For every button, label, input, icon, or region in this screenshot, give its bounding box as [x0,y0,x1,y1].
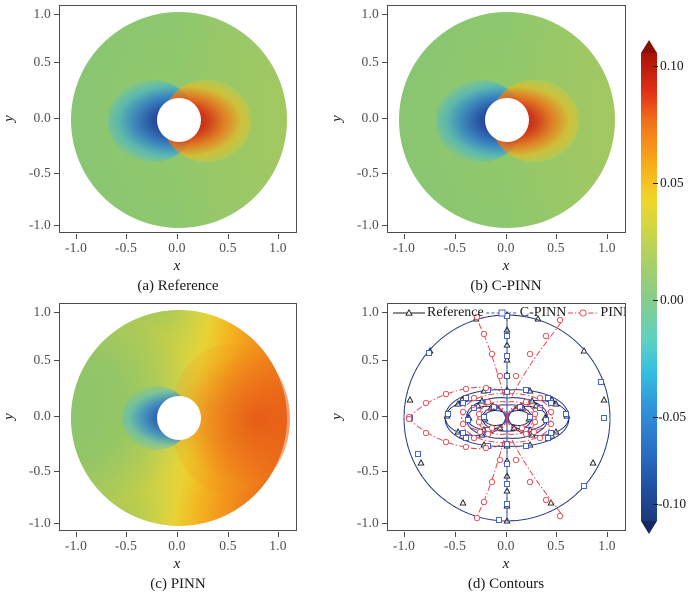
panel-c-ytick-2: 0.0 [33,408,51,423]
panel-b-caption: (b) C-PINN [470,278,542,294]
panel-b-ytick-1: 0.5 [361,54,379,69]
panel-c-ytick-1: 0.5 [33,352,51,367]
panel-a-xtick-2: 0.0 [168,240,186,255]
panel-a-xlabel: x [173,258,181,274]
panel-c-xtick-0: -1.0 [64,538,88,553]
panel-c-caption: (c) PINN [150,576,206,592]
panel-d-ytick-2: 0.0 [361,408,379,423]
contour-pinn [407,315,565,521]
panel-c-ytick-4: -1.0 [28,515,51,530]
legend-swatch-pinn [568,309,599,317]
panel-a-ytick-4: -1.0 [28,217,51,232]
panel-c-ylabel: y [0,413,17,420]
panel-d-legend: Reference C-PINN PINN [392,305,625,321]
panel-c-ytick-0: 1.0 [33,304,51,319]
legend-item-pinn[interactable]: PINN [567,305,625,321]
colorbar-extend-top [641,40,657,53]
panel-a-ytick-2: 0.0 [33,110,51,125]
panel-c-xtick-2: 0.0 [168,538,186,553]
panel-a-xtick-1: -0.5 [114,240,138,255]
panel-b-ytick-2: 0.0 [361,110,379,125]
panel-d-ytick-1: 0.5 [361,352,379,367]
panel-b-ytick-0: 1.0 [361,6,379,21]
panel-b-xlabel: x [502,258,510,274]
legend-swatch-reference [393,308,425,316]
panel-d-axes: Reference C-PINN PINN [387,303,626,531]
panel-c-axes [59,303,297,531]
legend-swatch-cpinn [485,309,518,317]
panel-a-ytick-1: 0.5 [33,54,51,69]
panel-b-xtick-4: 1.0 [598,240,616,255]
colorbar: 0.10 0.05 0.00 -0.05 -0.10 [641,20,700,540]
colorbar-tick-1: 0.05 [660,175,684,190]
legend-label-reference: Reference [427,305,484,320]
panel-c-xlabel: x [173,556,181,572]
panel-a-hole [157,98,201,142]
panel-a-xtick-4: 1.0 [269,240,287,255]
panel-c-hole [157,396,201,440]
colorbar-gradient [641,53,657,521]
panel-c-xtick-1: -0.5 [114,538,138,553]
panel-d-xlabel: x [502,556,510,572]
panel-d-ytick-0: 1.0 [361,304,379,319]
panel-b-xtick-2: 0.0 [497,240,515,255]
panel-b-hole [485,98,529,142]
colorbar-tick-0: 0.10 [660,58,684,73]
panel-b-ytick-3: -0.5 [356,165,379,180]
colorbar-tick-2: 0.00 [660,292,684,307]
legend-item-cpinn[interactable]: C-PINN [485,305,568,321]
legend-item-reference[interactable]: Reference [392,305,485,321]
colorbar-tick-3: -0.05 [658,409,687,424]
panel-d-xtick-3: 0.5 [547,538,565,553]
panel-a-ytick-0: 1.0 [33,6,51,21]
panel-a-ylabel: y [0,115,17,122]
panel-b-xtick-3: 0.5 [547,240,565,255]
colorbar-tick-4: -0.10 [658,496,687,511]
panel-d-ytick-3: -0.5 [356,463,379,478]
panel-d-contour-plot [403,311,611,524]
panel-b-xtick-1: -0.5 [443,240,467,255]
panel-c-xtick-3: 0.5 [219,538,237,553]
panel-d-caption: (d) Contours [467,576,545,592]
panel-b-xtick-0: -1.0 [392,240,416,255]
panel-a-xtick-3: 0.5 [219,240,237,255]
panel-b-ytick-4: -1.0 [356,217,379,232]
panel-d-xtick-1: -0.5 [443,538,467,553]
panel-a-xtick-0: -1.0 [64,240,88,255]
panel-c-ytick-3: -0.5 [28,463,51,478]
colorbar-extend-bottom [641,521,657,534]
panel-b-axes [387,5,626,233]
panel-a-axes [59,5,297,233]
panel-a-caption: (a) Reference [137,278,219,294]
panel-c-xtick-4: 1.0 [269,538,287,553]
panel-d-ytick-4: -1.0 [356,515,379,530]
legend-label-cpinn: C-PINN [519,305,567,320]
panel-d-xtick-4: 1.0 [598,538,616,553]
panel-d-ylabel: y [328,413,345,420]
panel-b-ylabel: y [328,115,345,122]
panel-a-ytick-3: -0.5 [28,165,51,180]
legend-label-pinn: PINN [600,305,625,320]
panel-d-xtick-2: 0.0 [497,538,515,553]
panel-d-xtick-0: -1.0 [392,538,416,553]
